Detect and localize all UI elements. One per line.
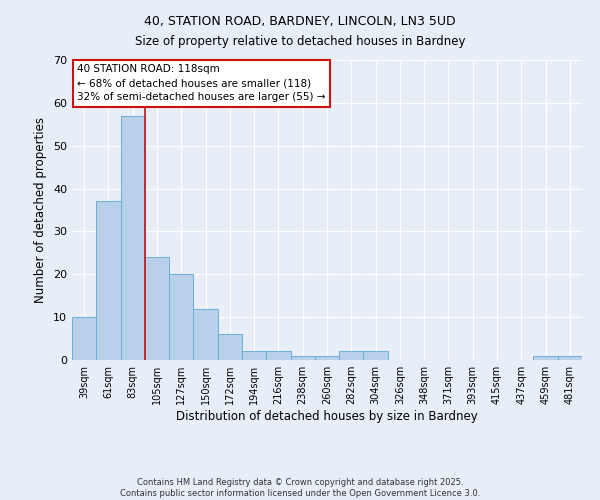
Bar (193, 308, 218, 360)
Bar (218, 334, 242, 360)
X-axis label: Distribution of detached houses by size in Bardney: Distribution of detached houses by size … (176, 410, 478, 423)
Bar (290, 356, 315, 360)
Bar (72, 317, 96, 360)
Y-axis label: Number of detached properties: Number of detached properties (34, 117, 47, 303)
Bar (242, 352, 266, 360)
Bar (121, 116, 145, 360)
Text: 40, STATION ROAD, BARDNEY, LINCOLN, LN3 5UD: 40, STATION ROAD, BARDNEY, LINCOLN, LN3 … (144, 15, 456, 28)
Bar (315, 356, 339, 360)
Bar (169, 274, 193, 360)
Text: Size of property relative to detached houses in Bardney: Size of property relative to detached ho… (135, 35, 465, 48)
Text: 40 STATION ROAD: 118sqm
← 68% of detached houses are smaller (118)
32% of semi-d: 40 STATION ROAD: 118sqm ← 68% of detache… (77, 64, 326, 102)
Bar (533, 356, 558, 360)
Bar (339, 352, 364, 360)
Bar (266, 352, 290, 360)
Bar (558, 356, 582, 360)
Bar (364, 352, 388, 360)
Text: Contains HM Land Registry data © Crown copyright and database right 2025.
Contai: Contains HM Land Registry data © Crown c… (120, 478, 480, 498)
Bar (96, 202, 121, 360)
Bar (145, 257, 169, 360)
